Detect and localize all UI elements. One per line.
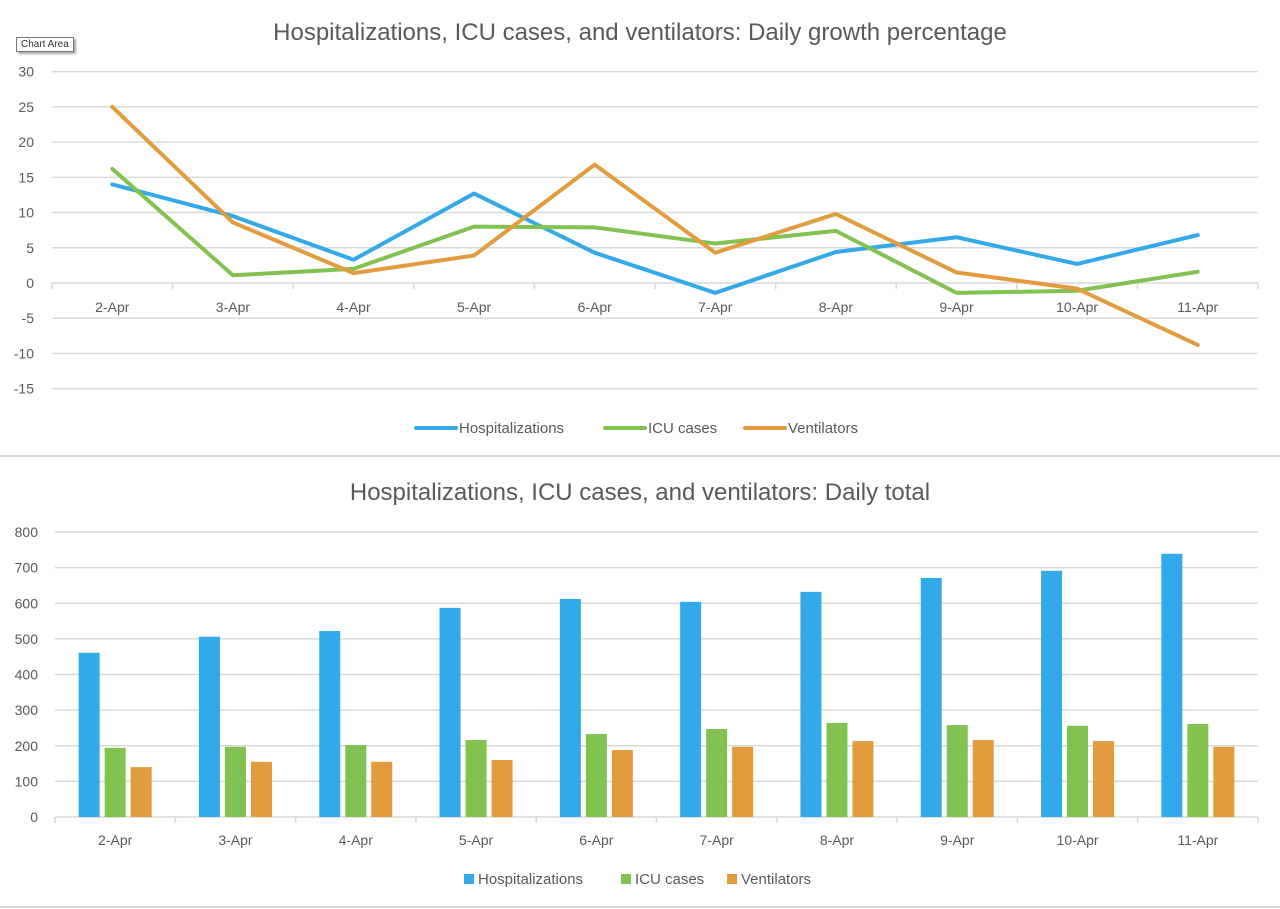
bar-chart-y-axis: 800 700 600 500 400 300 200 100 0: [15, 524, 39, 825]
x-tick-label: 9-Apr: [939, 299, 974, 315]
bar-icu-cases: [946, 725, 968, 817]
bar-chart-title: Hospitalizations, ICU cases, and ventila…: [350, 479, 930, 506]
bar-ventilators: [250, 761, 272, 817]
y-tick-label: 5: [26, 240, 34, 256]
x-tick-label: 9-Apr: [940, 832, 975, 848]
x-tick-label: 5-Apr: [459, 832, 494, 848]
legend-label: Hospitalizations: [459, 420, 564, 437]
x-tick-label: 3-Apr: [218, 832, 253, 848]
legend-label: Hospitalizations: [478, 871, 583, 888]
series-line-ventilators: [110, 104, 1200, 347]
y-tick-label: 800: [15, 524, 39, 540]
bar-hospitalizations: [559, 598, 581, 817]
y-tick-label: -10: [14, 345, 34, 361]
bar-icu-cases: [1187, 724, 1209, 817]
x-tick-label: 4-Apr: [336, 299, 371, 315]
line-chart-panel[interactable]: Hospitalizations, ICU cases, and ventila…: [0, 0, 1280, 457]
line-chart: Hospitalizations, ICU cases, and ventila…: [14, 19, 1259, 437]
x-tick-label: 11-Apr: [1177, 832, 1218, 848]
line-chart-x-axis: 2-Apr 3-Apr 4-Apr 5-Apr 6-Apr 7-Apr 8-Apr 9-Apr…: [51, 282, 1259, 315]
y-tick-label: 600: [15, 595, 39, 611]
x-tick-label: 8-Apr: [820, 832, 855, 848]
bar-hospitalizations: [680, 601, 702, 817]
x-tick-label: 10-Apr: [1056, 299, 1098, 315]
y-tick-label: 15: [18, 169, 34, 185]
bar-hospitalizations: [1041, 570, 1063, 817]
bar-ventilators: [611, 750, 633, 817]
bar-ventilators: [371, 761, 393, 817]
bar-chart-x-axis: 2-Apr 3-Apr 4-Apr 5-Apr 6-Apr 7-Apr 8-Apr 9-Apr…: [54, 816, 1259, 848]
bar-icu-cases: [224, 746, 246, 817]
legend-label: ICU cases: [635, 871, 704, 888]
y-tick-label: 10: [18, 205, 34, 221]
y-tick-label: -15: [14, 381, 34, 397]
bar-icu-cases: [345, 745, 367, 817]
bar-icu-cases: [585, 733, 607, 817]
x-tick-label: 11-Apr: [1177, 299, 1218, 315]
legend-label: Ventilators: [788, 420, 858, 437]
bar-icu-cases: [104, 747, 126, 817]
bar-icu-cases: [706, 729, 728, 817]
y-tick-label: 200: [15, 738, 39, 754]
line-chart-series: [110, 104, 1200, 347]
bar-ventilators: [491, 760, 513, 817]
y-tick-label: 400: [15, 667, 39, 683]
bar-hospitalizations: [198, 636, 220, 817]
legend-swatch-icon: [621, 874, 631, 884]
chart-area-tooltip: Chart Area: [16, 37, 74, 52]
x-tick-label: 4-Apr: [339, 832, 374, 848]
bar-chart-legend: Hospitalizations ICU cases Ventilators: [464, 871, 811, 888]
legend-swatch-icon: [727, 874, 737, 884]
bar-ventilators: [732, 746, 754, 817]
y-tick-label: 100: [15, 773, 39, 789]
bar-hospitalizations: [439, 607, 461, 817]
y-tick-label: 30: [18, 64, 34, 80]
y-tick-label: 25: [18, 99, 34, 115]
series-line-icu-cases: [110, 166, 1200, 295]
bar-hospitalizations: [78, 652, 100, 817]
bar-ventilators: [852, 741, 874, 817]
bar-ventilators: [1213, 746, 1235, 817]
bar-ventilators: [972, 740, 994, 817]
bar-hospitalizations: [1161, 553, 1183, 817]
bar-hospitalizations: [319, 631, 341, 817]
y-tick-label: 20: [18, 134, 34, 150]
bar-chart-panel[interactable]: Hospitalizations, ICU cases, and ventila…: [0, 458, 1280, 908]
legend-label: ICU cases: [648, 420, 717, 437]
y-tick-label: -5: [22, 310, 35, 326]
x-tick-label: 10-Apr: [1057, 832, 1099, 848]
y-tick-label: 0: [30, 809, 38, 825]
bar-ventilators: [1093, 741, 1115, 817]
bar-ventilators: [130, 767, 152, 817]
y-tick-label: 0: [26, 275, 34, 291]
y-tick-label: 700: [15, 560, 39, 576]
bar-hospitalizations: [920, 577, 942, 817]
line-chart-gridlines: [52, 70, 1258, 390]
x-tick-label: 6-Apr: [579, 832, 614, 848]
x-tick-label: 2-Apr: [98, 832, 133, 848]
series-line-hospitalizations: [110, 182, 1200, 295]
x-tick-label: 7-Apr: [700, 832, 735, 848]
bar-chart: Hospitalizations, ICU cases, and ventila…: [15, 479, 1259, 888]
bar-hospitalizations: [800, 591, 822, 817]
bar-icu-cases: [1067, 725, 1089, 817]
x-tick-label: 6-Apr: [578, 299, 613, 315]
x-tick-label: 8-Apr: [819, 299, 854, 315]
y-tick-label: 500: [15, 631, 39, 647]
legend-swatch-icon: [464, 874, 474, 884]
line-chart-legend: Hospitalizations ICU cases Ventilators: [414, 420, 858, 437]
x-tick-label: 5-Apr: [457, 299, 492, 315]
legend-label: Ventilators: [741, 871, 811, 888]
x-tick-label: 2-Apr: [95, 299, 130, 315]
bar-icu-cases: [826, 722, 848, 817]
x-tick-label: 3-Apr: [216, 299, 251, 315]
line-chart-title: Hospitalizations, ICU cases, and ventila…: [273, 19, 1007, 46]
bar-chart-bars: [78, 553, 1235, 817]
x-tick-label: 7-Apr: [698, 299, 733, 315]
bar-icu-cases: [465, 740, 487, 817]
line-chart-y-axis: 30 25 20 15 10 5 0 -5 -10 -15: [14, 64, 34, 397]
y-tick-label: 300: [15, 702, 39, 718]
